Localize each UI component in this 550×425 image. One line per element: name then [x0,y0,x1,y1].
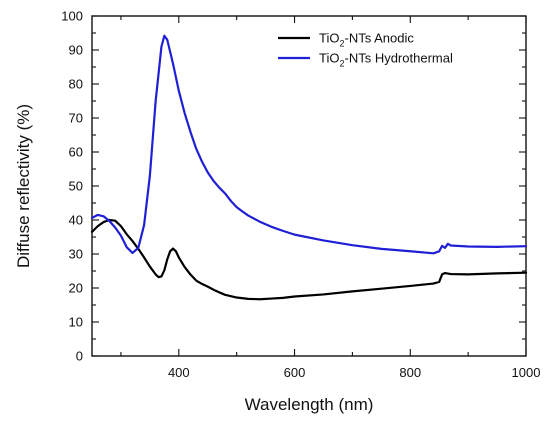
x-tick-label: 1000 [512,365,541,380]
y-tick-label: 10 [69,315,83,330]
y-tick-label: 40 [69,213,83,228]
x-tick-label: 600 [284,365,306,380]
legend-label: TiO2-NTs Hydrothermal [319,51,453,69]
y-axis-label: Diffuse reflectivity (%) [14,104,33,268]
plot-frame [91,15,527,357]
y-tick-label: 70 [69,111,83,126]
series-line-hydrothermal [90,34,528,255]
legend-label-part: TiO [319,31,339,46]
y-tick-label: 80 [69,77,83,92]
y-tick-label: 30 [69,247,83,262]
y-tick-label: 100 [61,9,83,24]
x-tick-label: 400 [168,365,190,380]
series-line-anodic [90,218,528,301]
legend-label-part: -NTs Anodic [344,31,414,46]
legend-label-subscript: 2 [339,39,344,49]
y-tick-label: 50 [69,179,83,194]
legend-label-part: TiO [319,51,339,66]
legend-label-part: -NTs Hydrothermal [344,51,452,66]
legend-label: TiO2-NTs Anodic [319,31,414,49]
y-tick-label: 0 [76,349,83,364]
y-tick-label: 20 [69,281,83,296]
y-tick-label: 60 [69,145,83,160]
x-tick-label: 800 [399,365,421,380]
x-axis-label: Wavelength (nm) [245,395,374,414]
legend-label-subscript: 2 [339,59,344,69]
y-tick-label: 90 [69,43,83,58]
